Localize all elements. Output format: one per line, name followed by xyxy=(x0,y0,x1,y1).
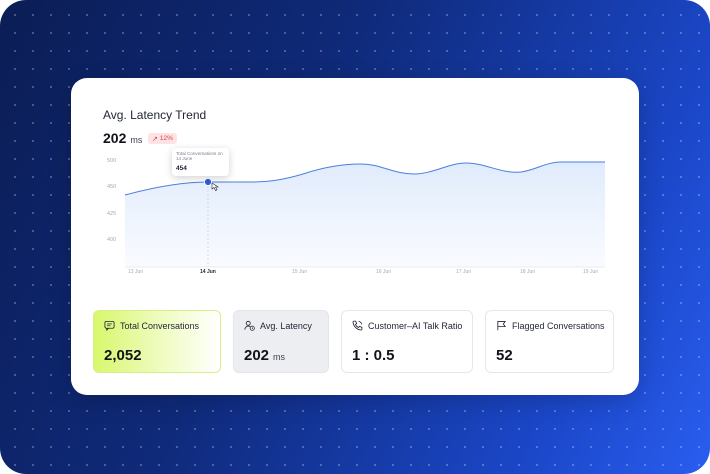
stat-value-number: 1 : 0.5 xyxy=(352,347,395,364)
stat-value: 1 : 0.5 xyxy=(352,347,395,364)
flag-icon xyxy=(497,320,506,331)
trend-up-icon: ↗ xyxy=(152,135,158,143)
x-tick-label: 15 Jun xyxy=(292,269,307,275)
chat-icon xyxy=(104,320,115,331)
stat-total-conversations[interactable]: Total Conversations 2,052 xyxy=(93,310,221,373)
x-tick-label: 16 Jun xyxy=(376,269,391,275)
latency-chart: 500 450 425 400 13 Jun 14 Jun 15 Jun 16 … xyxy=(107,158,605,275)
x-axis-labels: 13 Jun 14 Jun 15 Jun 16 Jun 17 Jun 18 Ju… xyxy=(128,269,598,275)
latency-unit: ms xyxy=(130,135,143,145)
stat-value: 202 ms xyxy=(244,347,285,364)
stat-label: Total Conversations xyxy=(120,320,200,331)
x-tick-label: 18 Jun xyxy=(520,269,535,275)
stat-label: Customer–AI Talk Ratio xyxy=(368,320,463,331)
stat-label: Avg. Latency xyxy=(260,320,312,331)
stat-value-number: 2,052 xyxy=(104,347,142,364)
phone-icon xyxy=(352,320,363,331)
latency-area xyxy=(125,162,605,267)
y-tick-label: 425 xyxy=(107,211,116,217)
cursor-hand-icon xyxy=(211,182,219,191)
y-axis-labels: 500 450 425 400 xyxy=(107,158,116,243)
stat-value: 52 xyxy=(496,347,513,364)
chart-tooltip: Total Conversations on 14 June 454 xyxy=(172,148,229,176)
stat-label: Flagged Conversations xyxy=(512,320,605,331)
stat-value-number: 202 xyxy=(244,347,270,364)
latency-value: 202 xyxy=(103,130,127,146)
change-value: 12% xyxy=(159,135,173,142)
latency-metric: 202 ms xyxy=(103,130,142,146)
x-tick-label: 13 Jun xyxy=(128,269,143,275)
x-tick-label: 19 Jun xyxy=(583,269,598,275)
stat-talk-ratio[interactable]: Customer–AI Talk Ratio 1 : 0.5 xyxy=(341,310,473,373)
chart-title: Avg. Latency Trend xyxy=(103,108,207,122)
stat-avg-latency[interactable]: Avg. Latency 202 ms xyxy=(233,310,329,373)
tooltip-value: 454 xyxy=(176,164,187,172)
tooltip-label: Total Conversations on 14 June xyxy=(176,151,223,162)
stat-value-unit: ms xyxy=(273,352,286,362)
user-clock-icon xyxy=(244,320,255,331)
x-tick-label-active: 14 Jun xyxy=(200,269,216,275)
stat-flagged-conversations[interactable]: Flagged Conversations 52 xyxy=(485,310,614,373)
y-tick-label: 400 xyxy=(107,237,116,243)
stat-value-number: 52 xyxy=(496,347,513,364)
x-tick-label: 17 Jun xyxy=(456,269,471,275)
y-tick-label: 450 xyxy=(107,184,116,190)
y-tick-label: 500 xyxy=(107,158,116,164)
highlight-point[interactable] xyxy=(203,177,213,187)
change-badge: ↗ 12% xyxy=(148,133,177,144)
latency-card: Avg. Latency Trend 202 ms ↗ 12% 500 450 … xyxy=(71,78,639,395)
stat-value: 2,052 xyxy=(104,347,142,364)
